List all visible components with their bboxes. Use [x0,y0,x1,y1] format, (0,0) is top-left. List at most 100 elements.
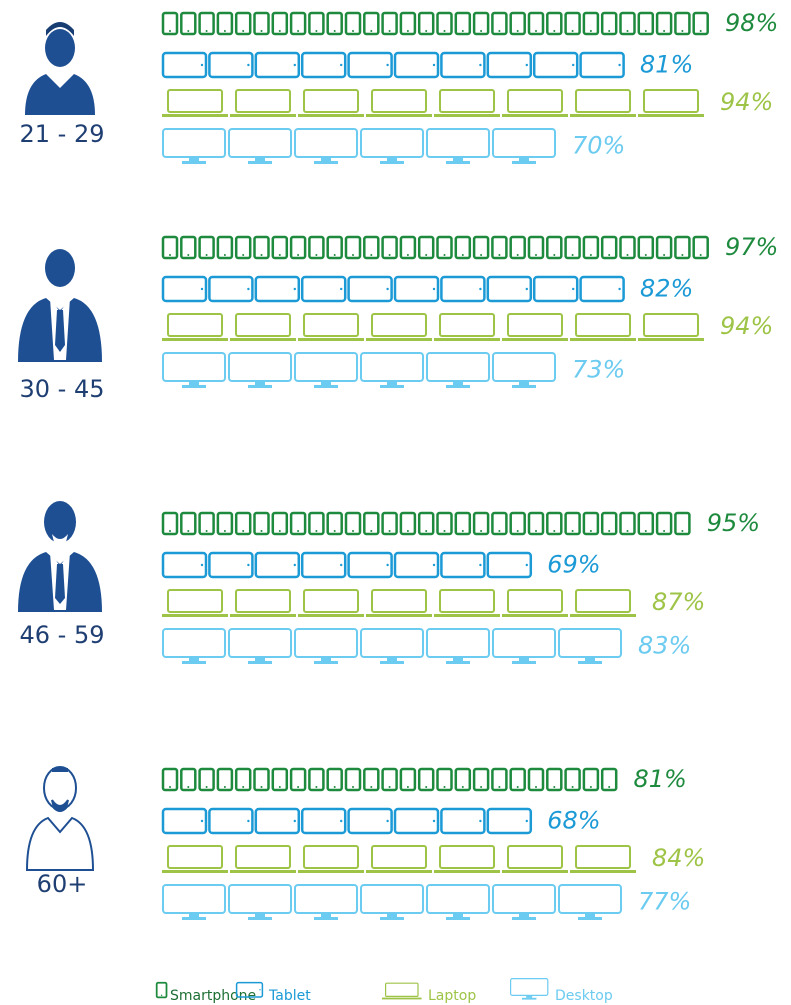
icon-dot [571,786,574,788]
icon-dot [388,254,391,256]
icon-dot [333,254,336,256]
icon [575,313,631,337]
icon [619,511,636,536]
icon-dot [699,254,702,256]
icon-row [161,767,618,792]
icon-foot [578,917,602,920]
icon-foot [314,385,338,388]
icon [208,807,254,835]
icon-row [162,128,556,164]
icon-dot [386,563,389,567]
icon [399,11,417,36]
icon-dot [370,254,373,256]
icon-dot [205,786,208,788]
icon [167,589,223,613]
icon [198,511,215,536]
icon-foot [446,661,470,664]
icon-dot [386,819,389,823]
icon-foot [314,161,338,164]
icon-dot [516,530,519,532]
icon-dot [187,786,190,788]
person-icon [18,249,102,362]
icon [208,551,254,579]
icon-dot [340,819,343,823]
icon [579,51,625,79]
icon-stand [321,657,331,661]
icon [360,884,424,914]
icon [426,628,490,658]
icon-dot [278,786,281,788]
icon [216,511,234,536]
icon [161,511,179,536]
icon-stand [387,657,397,661]
icon [300,275,347,303]
icon-dot [200,563,204,567]
icon [436,511,453,536]
icon-dot [535,254,537,256]
icon-base [570,614,636,617]
icon-dot [352,530,354,532]
value-label: 69% [547,551,600,579]
icon [161,551,208,579]
icon [558,884,622,914]
icon [228,128,292,158]
icon [363,235,380,260]
icon-dot [461,30,464,32]
icon-dot [443,254,446,256]
age-label: 60+ [37,870,88,898]
icon [546,11,563,36]
icon-base [382,997,422,1000]
icon-dot [247,819,250,823]
icon-stand [321,157,331,161]
icon-dot [260,530,263,532]
icon [582,11,600,36]
icon [575,845,631,869]
icon [600,235,618,260]
person-icons [18,22,102,871]
icon-base [638,338,704,341]
icon-dot [293,287,296,291]
icon [344,11,362,36]
icon-stand [189,381,199,385]
icon-dot [278,254,281,256]
icon [507,313,563,337]
icon [381,511,398,536]
icon [344,235,362,260]
icon [643,313,699,337]
icon [637,235,655,260]
icon [492,884,556,914]
icon-dot [443,530,446,532]
icon-foot [446,385,470,388]
value-label: 87% [652,588,705,616]
icon [472,235,490,260]
icon-dot [169,30,171,32]
icon [674,11,691,36]
icon-base [570,338,636,341]
age-label: 21 - 29 [20,120,105,148]
icon [417,11,435,36]
icon-dot [525,819,528,823]
icon-foot [248,917,272,920]
icon [381,767,398,792]
icon-foot [314,917,338,920]
icon [167,313,223,337]
icon-dot [242,254,245,256]
value-label: 68% [547,807,600,835]
icon-dot [461,530,464,532]
value-label: 83% [638,632,691,660]
icon [619,11,636,36]
icon [234,11,252,36]
icon-dot [516,786,519,788]
icon [235,589,291,613]
icon [308,511,325,536]
icon-dot [205,530,208,532]
icon [439,89,495,113]
icon [253,767,270,792]
icon-foot [446,161,470,164]
icon-stand [453,157,463,161]
icon [198,767,215,792]
icon-stand [255,157,265,161]
icon [564,767,581,792]
icon [180,511,197,536]
icon-dot [681,530,684,532]
